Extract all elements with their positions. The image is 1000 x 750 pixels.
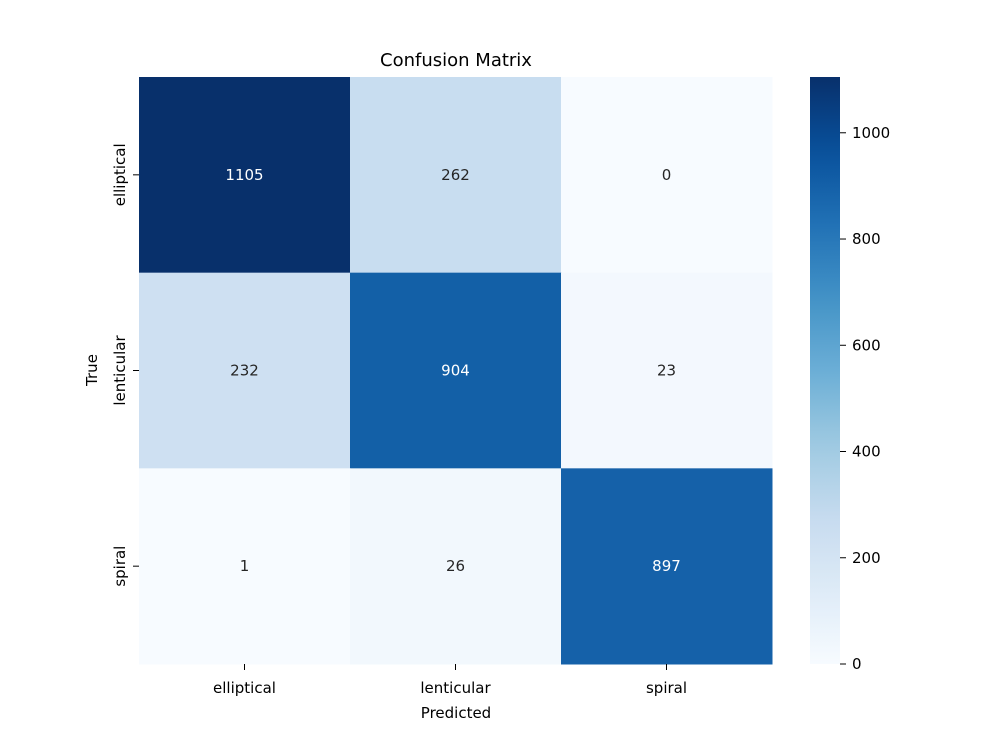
heatmap-cell-value: 897: [652, 557, 681, 575]
y-axis-ticks: elliptical lenticular spiral: [111, 143, 139, 587]
heatmap-cell: [350, 272, 562, 469]
y-tick-label: lenticular: [111, 335, 129, 406]
heatmap-cell-value: 904: [441, 362, 470, 380]
heatmap-cell-value: 26: [446, 557, 465, 575]
x-tick-label: lenticular: [420, 679, 491, 697]
colorbar-tick-label: 600: [852, 336, 881, 354]
heatmap-cell: [139, 272, 351, 469]
heatmap-cell: [561, 468, 773, 665]
heatmap-cell: [350, 468, 562, 665]
heatmap-cell-value: 262: [441, 166, 470, 184]
x-axis-label: Predicted: [421, 704, 491, 722]
x-tick-label: spiral: [646, 679, 687, 697]
heatmap-cell-value: 1: [240, 557, 250, 575]
colorbar-tick-label: 0: [852, 655, 862, 673]
colorbar-tick-label: 800: [852, 230, 881, 248]
colorbar-tick-label: 400: [852, 443, 881, 461]
heatmap-cell-value: 23: [657, 362, 676, 380]
heatmap-cell: [561, 272, 773, 469]
heatmap-cell-value: 0: [662, 166, 672, 184]
colorbar-tick-label: 1000: [852, 124, 890, 142]
heatmap-cell: [139, 77, 351, 274]
chart-title: Confusion Matrix: [380, 50, 532, 71]
heatmap-cells: [139, 77, 773, 665]
heatmap-cell: [350, 77, 562, 274]
heatmap-cell-value: 1105: [225, 166, 263, 184]
colorbar-ticks: 0 200 400 600 800 1000: [840, 124, 890, 673]
colorbar-tick-label: 200: [852, 549, 881, 567]
heatmap-cell: [139, 468, 351, 665]
heatmap-cell-labels: 1105 262 0 232 904 23 1 26 897: [225, 166, 680, 575]
heatmap-cell: [561, 77, 773, 274]
x-axis-ticks: elliptical lenticular spiral: [213, 664, 687, 697]
colorbar: [810, 77, 840, 664]
y-tick-label: spiral: [111, 546, 129, 587]
y-tick-label: elliptical: [111, 143, 129, 206]
heatmap-cell-value: 232: [230, 362, 259, 380]
x-tick-label: elliptical: [213, 679, 276, 697]
y-axis-label: True: [83, 354, 101, 387]
